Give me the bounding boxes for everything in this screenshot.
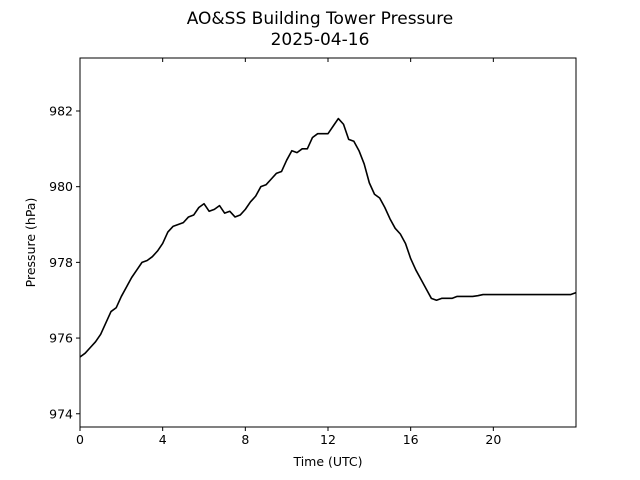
- y-tick-label: 982: [49, 103, 73, 118]
- y-tick-label: 980: [49, 179, 73, 194]
- x-tick-label: 0: [76, 432, 84, 447]
- y-tick-label: 976: [49, 331, 73, 346]
- chart-subtitle: 2025-04-16: [271, 30, 370, 50]
- axes-frame: [79, 57, 577, 428]
- x-tick-label: 4: [159, 432, 167, 447]
- plot-area: [79, 57, 577, 428]
- x-axis-ticks: 0 4 8 12 16 20: [76, 58, 501, 447]
- x-tick-label: 8: [241, 432, 249, 447]
- x-tick-label: 12: [320, 432, 336, 447]
- y-axis-ticks: 974 976 978 980 982: [49, 103, 80, 421]
- y-tick-label: 978: [49, 255, 73, 270]
- chart-title: AO&SS Building Tower Pressure: [187, 9, 454, 29]
- x-tick-label: 20: [485, 432, 501, 447]
- y-axis-label: Pressure (hPa): [23, 198, 38, 288]
- y-tick-label: 974: [49, 406, 73, 421]
- x-axis-label: Time (UTC): [292, 454, 362, 469]
- x-tick-label: 16: [403, 432, 419, 447]
- pressure-series-line: [79, 117, 577, 358]
